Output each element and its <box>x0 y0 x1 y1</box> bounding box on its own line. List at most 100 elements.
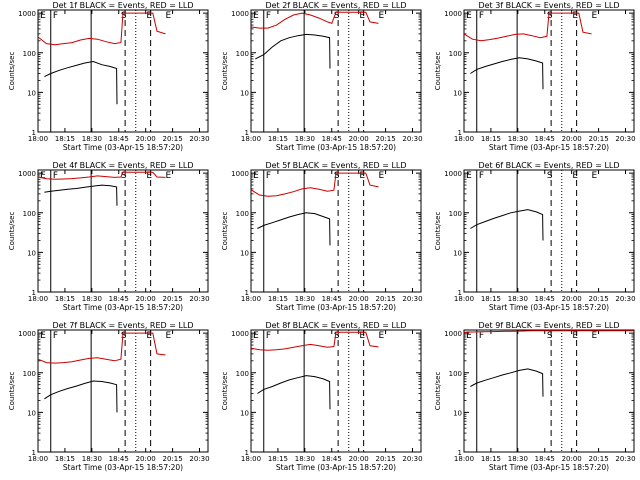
panel-title: Det 2f BLACK = Events, RED = LLD <box>265 1 406 10</box>
plot-frame <box>37 329 209 453</box>
y-tick-label: 10 <box>453 249 462 257</box>
marker-letter: E <box>253 171 259 181</box>
panel-det-7: Det 7f BLACK = Events, RED = LLD 1 10 100 10… <box>8 321 210 472</box>
marker-letter: E <box>253 11 259 21</box>
series-lld <box>37 332 166 364</box>
marker-letter: E <box>359 11 365 21</box>
marker-letter: E <box>166 11 172 21</box>
x-tick-label: 18:15 <box>481 135 501 143</box>
x-tick-label: 18:45 <box>109 295 129 303</box>
y-tick-label: 10 <box>240 89 249 97</box>
x-tick-label: 20:00 <box>136 135 156 143</box>
marker-letter: F <box>53 11 58 21</box>
y-tick-label: 100 <box>23 210 36 218</box>
y-tick-label: 10 <box>453 409 462 417</box>
marker-letter: S <box>334 11 340 21</box>
series-events <box>44 380 118 413</box>
x-tick-label: 18:15 <box>268 455 288 463</box>
x-tick-label: 18:30 <box>508 455 528 463</box>
x-tick-label: 18:45 <box>535 295 555 303</box>
x-tick-label: 20:15 <box>162 455 182 463</box>
x-tick-label: 20:15 <box>375 295 395 303</box>
x-tick-label: 18:15 <box>268 295 288 303</box>
y-tick-label: 1 <box>245 289 249 297</box>
x-tick-label: 18:15 <box>481 455 501 463</box>
x-tick-label: 18:00 <box>28 455 48 463</box>
panel-title: Det 6f BLACK = Events, RED = LLD <box>478 161 619 170</box>
y-axis-label: Counts/sec <box>8 372 16 411</box>
marker-letter: E <box>379 11 385 21</box>
x-tick-label: 20:15 <box>588 295 608 303</box>
marker-letter: E <box>572 331 578 341</box>
x-tick-label: 18:15 <box>55 295 75 303</box>
marker-letter: F <box>53 331 58 341</box>
y-tick-label: 10 <box>27 249 36 257</box>
y-axis-label: Counts/sec <box>221 212 229 251</box>
panel-title: Det 1f BLACK = Events, RED = LLD <box>52 1 193 10</box>
y-axis-label: Counts/sec <box>8 212 16 251</box>
x-tick-label: 20:30 <box>402 295 422 303</box>
plot-frame <box>463 169 635 293</box>
x-axis-label: Start Time (03-Apr-15 18:57:20) <box>63 463 183 472</box>
x-tick-label: 20:15 <box>375 135 395 143</box>
series-events <box>257 212 331 246</box>
x-tick-label: 20:15 <box>162 295 182 303</box>
y-tick-label: 10 <box>27 89 36 97</box>
x-tick-label: 20:15 <box>588 455 608 463</box>
x-tick-label: 20:30 <box>402 455 422 463</box>
x-tick-label: 18:00 <box>241 135 261 143</box>
panel-det-3: Det 3f BLACK = Events, RED = LLD 1 10 100 10… <box>434 1 636 152</box>
marker-letter: E <box>146 331 152 341</box>
x-tick-label: 20:30 <box>189 455 209 463</box>
panel-det-5: Det 5f BLACK = Events, RED = LLD 1 10 100 10… <box>221 161 423 312</box>
y-tick-label: 10 <box>240 409 249 417</box>
x-axis-label: Start Time (03-Apr-15 18:57:20) <box>489 303 609 312</box>
series-events <box>470 57 544 90</box>
y-tick-label: 100 <box>449 50 462 58</box>
x-axis-label: Start Time (03-Apr-15 18:57:20) <box>276 463 396 472</box>
panel-det-8: Det 8f BLACK = Events, RED = LLD 1 10 100 10… <box>221 321 423 472</box>
x-tick-label: 20:15 <box>375 455 395 463</box>
marker-letter: E <box>166 171 172 181</box>
panel-title: Det 5f BLACK = Events, RED = LLD <box>265 161 406 170</box>
y-tick-label: 1000 <box>444 330 462 338</box>
marker-letter: E <box>166 331 172 341</box>
panel-title: Det 8f BLACK = Events, RED = LLD <box>265 321 406 330</box>
panel-title: Det 4f BLACK = Events, RED = LLD <box>52 161 193 170</box>
series-events <box>470 368 544 397</box>
y-tick-label: 100 <box>449 370 462 378</box>
marker-letter: E <box>379 171 385 181</box>
y-tick-label: 1000 <box>231 10 249 18</box>
series-events <box>257 375 331 410</box>
x-tick-label: 20:00 <box>136 295 156 303</box>
x-tick-label: 20:15 <box>162 135 182 143</box>
series-lld <box>463 330 634 333</box>
y-tick-label: 1 <box>32 449 36 457</box>
x-tick-label: 18:45 <box>109 455 129 463</box>
x-tick-label: 18:45 <box>322 295 342 303</box>
x-tick-label: 20:00 <box>349 455 369 463</box>
plot-frame <box>37 9 209 133</box>
x-tick-label: 20:00 <box>562 135 582 143</box>
marker-letter: F <box>479 11 484 21</box>
marker-letter: S <box>547 171 553 181</box>
marker-letter: E <box>572 11 578 21</box>
series-events <box>470 209 544 241</box>
marker-letter: E <box>40 331 46 341</box>
x-tick-label: 18:00 <box>454 295 474 303</box>
y-axis-label: Counts/sec <box>221 372 229 411</box>
series-lld <box>37 12 166 46</box>
plot-frame <box>250 169 422 293</box>
marker-letter: S <box>334 171 340 181</box>
x-tick-label: 18:30 <box>508 295 528 303</box>
marker-letter: S <box>121 331 127 341</box>
x-tick-label: 18:30 <box>82 455 102 463</box>
marker-letter: E <box>253 331 259 341</box>
panel-det-2: Det 2f BLACK = Events, RED = LLD 1 10 100 10… <box>221 1 423 152</box>
panel-det-4: Det 4f BLACK = Events, RED = LLD 1 10 100 10… <box>8 161 210 312</box>
x-tick-label: 18:00 <box>454 455 474 463</box>
x-tick-label: 18:00 <box>28 295 48 303</box>
x-tick-label: 18:30 <box>82 295 102 303</box>
x-tick-label: 18:45 <box>535 455 555 463</box>
marker-letter: E <box>146 11 152 21</box>
